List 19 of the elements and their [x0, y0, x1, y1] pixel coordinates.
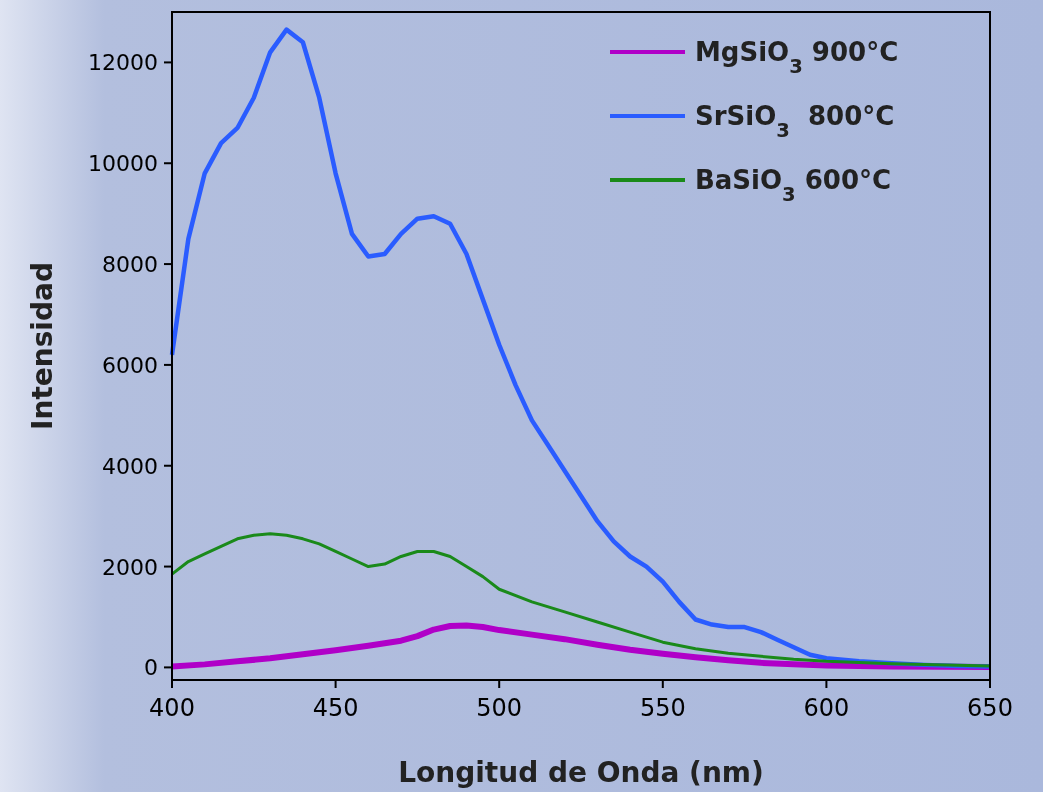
x-tick-label: 600	[803, 694, 850, 722]
y-tick-label: 0	[144, 655, 158, 681]
x-tick-label: 500	[476, 694, 523, 722]
y-axis-title: Intensidad	[26, 262, 59, 430]
x-tick-label: 650	[967, 694, 1013, 722]
legend-label: SrSiO$_{3}$ 800°C	[695, 101, 895, 142]
y-tick-label: 2000	[102, 554, 158, 580]
x-tick-label: 550	[639, 694, 686, 722]
x-tick-label: 400	[149, 694, 195, 722]
line-series	[170, 532, 992, 668]
legend-label: BaSiO$_{3}$ 600°C	[695, 165, 892, 206]
x-tick-label: 450	[312, 694, 359, 722]
y-tick-label: 4000	[102, 453, 158, 479]
y-tick-label: 6000	[102, 352, 158, 378]
y-tick-label: 12000	[88, 50, 158, 76]
y-tick-label: 10000	[88, 151, 158, 177]
y-tick-label: 8000	[102, 252, 158, 278]
legend-label: MgSiO$_{3}$ 900°C	[695, 37, 899, 78]
x-axis-title: Longitud de Onda (nm)	[398, 756, 764, 789]
